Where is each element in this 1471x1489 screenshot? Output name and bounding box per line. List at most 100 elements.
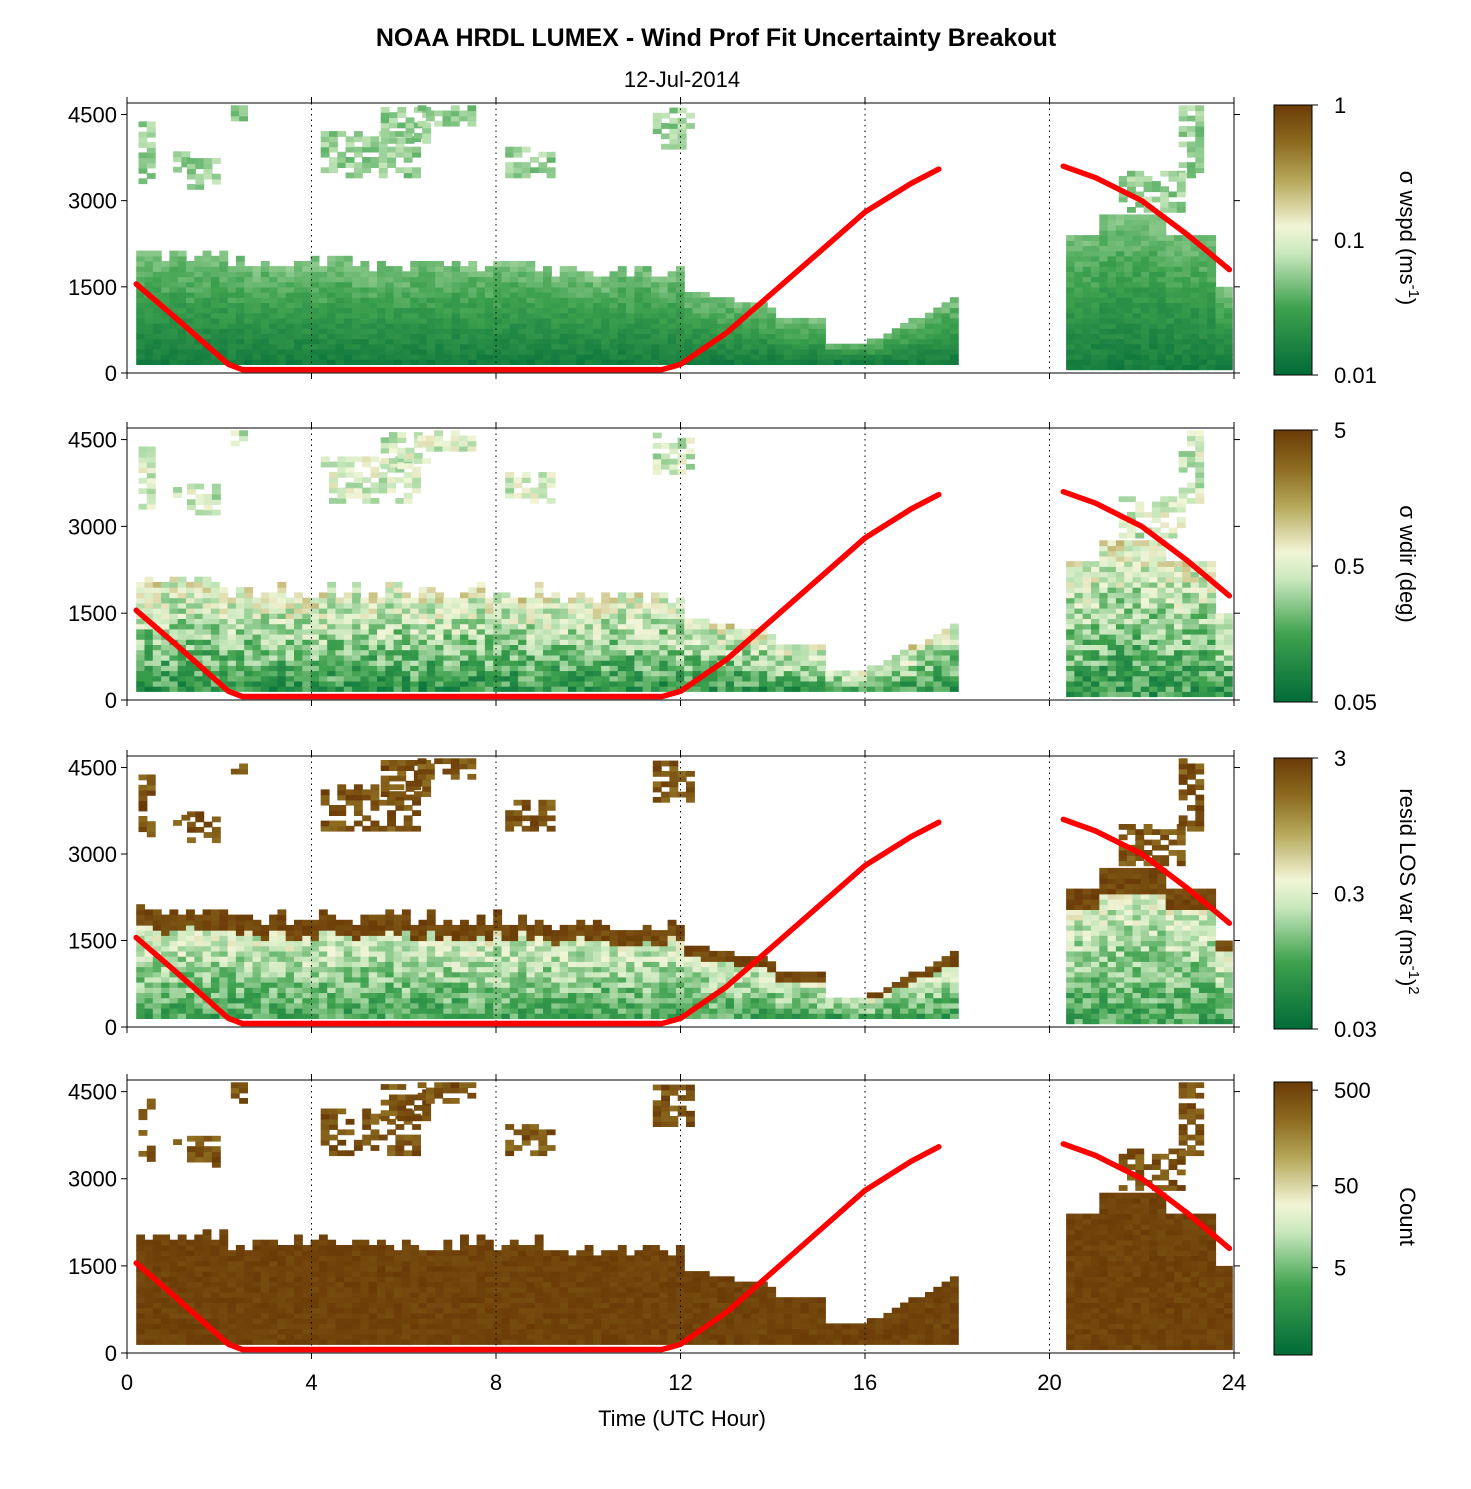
heatmap-cell — [426, 312, 436, 319]
heatmap-cell — [568, 639, 577, 645]
heatmap-cell — [758, 312, 768, 319]
heatmap-cell — [866, 665, 876, 672]
heatmap-cell — [775, 323, 785, 329]
heatmap-cell — [173, 487, 182, 493]
heatmap-cell — [435, 286, 444, 293]
heatmap-cell — [1198, 649, 1208, 656]
heatmap-cell — [144, 997, 154, 1004]
heatmap-cell — [1182, 639, 1192, 645]
heatmap-cell — [277, 297, 287, 303]
heatmap-cell — [476, 276, 486, 283]
heatmap-cell — [302, 266, 312, 272]
heatmap-cell — [1132, 675, 1142, 682]
heatmap-cell — [1099, 323, 1109, 329]
heatmap-cell — [1091, 571, 1100, 578]
heatmap-cell — [543, 317, 552, 324]
heatmap-cell — [211, 158, 221, 164]
heatmap-cell — [1107, 281, 1117, 288]
heatmap-cell — [302, 323, 312, 329]
heatmap-cell — [493, 266, 503, 272]
heatmap-cell — [758, 338, 768, 345]
heatmap-cell — [239, 105, 248, 112]
heatmap-cell — [808, 654, 818, 661]
heatmap-cell — [551, 328, 561, 334]
heatmap-cell — [202, 623, 212, 630]
heatmap-cell — [1174, 364, 1183, 371]
heatmap-cell — [1198, 561, 1208, 567]
heatmap-cell — [244, 660, 254, 666]
heatmap-cell — [1182, 623, 1192, 630]
heatmap-cell — [750, 359, 760, 365]
heatmap-cell — [1107, 261, 1117, 267]
heatmap-cell — [152, 354, 162, 360]
heatmap-cell — [559, 359, 569, 365]
heatmap-cell — [443, 348, 453, 355]
heatmap-cell — [1082, 338, 1092, 345]
heatmap-cell — [916, 644, 926, 651]
heatmap-cell — [1140, 561, 1150, 567]
heatmap-cell — [750, 338, 760, 345]
heatmap-cell — [327, 608, 337, 614]
heatmap-cell — [1091, 665, 1100, 672]
heatmap-cell — [1223, 348, 1233, 355]
heatmap-cell — [725, 623, 735, 630]
heatmap-cell — [1074, 639, 1084, 645]
heatmap-cell — [393, 618, 403, 625]
heatmap-cell — [397, 437, 407, 444]
heatmap-cell — [343, 628, 353, 635]
heatmap-cell — [294, 297, 303, 303]
heatmap-cell — [294, 634, 303, 640]
heatmap-cell — [1066, 359, 1075, 365]
heatmap-cell — [370, 136, 380, 143]
heatmap-cell — [401, 328, 411, 334]
heatmap-cell — [435, 271, 444, 278]
heatmap-cell — [368, 343, 378, 350]
heatmap-cell — [1132, 597, 1142, 604]
heatmap-cell — [335, 665, 345, 672]
heatmap-cell — [634, 333, 644, 340]
heatmap-cell — [568, 281, 577, 288]
heatmap-cell — [476, 317, 486, 324]
heatmap-cell — [459, 110, 468, 117]
heatmap-cell — [459, 445, 468, 452]
heatmap-cell — [136, 649, 146, 656]
heatmap-cell — [1082, 686, 1092, 692]
heatmap-cell — [345, 472, 355, 478]
heatmap-cell — [692, 639, 702, 645]
heatmap-cell — [493, 281, 503, 288]
heatmap-cell — [509, 333, 519, 340]
heatmap-cell — [385, 639, 395, 645]
heatmap-cell — [941, 660, 951, 666]
heatmap-cell — [186, 317, 195, 324]
heatmap-cell — [161, 966, 170, 973]
heatmap-cell — [353, 136, 363, 143]
heatmap-cell — [592, 649, 602, 656]
heatmap-cell — [1132, 628, 1142, 635]
heatmap-cell — [1149, 250, 1158, 257]
heatmap-cell — [518, 644, 527, 651]
heatmap-cell — [675, 649, 685, 656]
heatmap-cell — [343, 608, 353, 614]
heatmap-cell — [230, 110, 240, 117]
heatmap-cell — [1174, 654, 1183, 661]
heatmap-cell — [1074, 235, 1084, 241]
heatmap-cell — [850, 359, 860, 365]
heatmap-cell — [152, 966, 162, 973]
heatmap-cell — [410, 639, 420, 645]
heatmap-cell — [484, 297, 494, 303]
heatmap-cell — [609, 292, 619, 298]
heatmap-cell — [501, 665, 511, 672]
heatmap-cell — [1115, 219, 1125, 226]
heatmap-cell — [252, 613, 262, 619]
colorbar-tick-label: 0.01 — [1334, 363, 1377, 388]
heatmap-cell — [1099, 644, 1109, 651]
heatmap-cell — [783, 323, 793, 329]
heatmap-cell — [410, 312, 420, 319]
heatmap-cell — [651, 323, 660, 329]
heatmap-cell — [285, 312, 295, 319]
heatmap-cell — [343, 292, 353, 298]
heatmap-cell — [750, 665, 760, 672]
heatmap-cell — [700, 639, 710, 645]
heatmap-cell — [244, 654, 254, 661]
heatmap-cell — [181, 161, 191, 168]
